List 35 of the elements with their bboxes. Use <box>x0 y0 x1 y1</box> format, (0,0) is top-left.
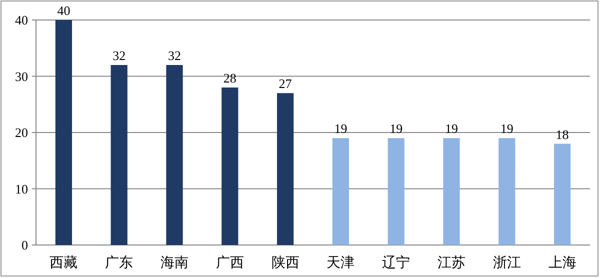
x-tick-label: 海南 <box>160 255 188 271</box>
x-tick-label: 西藏 <box>50 255 78 271</box>
x-tick-label: 浙江 <box>492 255 521 271</box>
x-tick-label: 陕西 <box>271 255 300 271</box>
bar <box>55 20 72 245</box>
bar <box>166 65 183 245</box>
x-tick-label: 天津 <box>326 255 355 271</box>
data-label: 19 <box>445 121 458 136</box>
data-label: 18 <box>556 126 569 142</box>
bar <box>443 138 460 245</box>
data-label: 19 <box>334 121 348 136</box>
data-label: 19 <box>390 121 403 136</box>
x-tick-label: 辽宁 <box>382 255 410 271</box>
x-tick-label: 江苏 <box>438 255 466 271</box>
data-label: 19 <box>500 121 514 136</box>
data-label: 40 <box>57 3 70 18</box>
data-label: 28 <box>223 70 236 86</box>
bar <box>332 138 350 245</box>
bar <box>222 88 238 245</box>
bar <box>388 138 404 245</box>
bar <box>554 144 571 245</box>
data-label: 32 <box>112 48 126 63</box>
bar <box>110 65 128 245</box>
x-tick-label: 广西 <box>216 255 244 271</box>
y-tick-label: 0 <box>22 238 28 252</box>
y-tick-label: 20 <box>15 125 28 140</box>
x-tick-label: 上海 <box>548 255 576 271</box>
data-label: 27 <box>278 76 292 92</box>
y-tick-label: 30 <box>15 68 28 84</box>
y-tick-label: 10 <box>15 181 28 196</box>
y-tick-label: 40 <box>15 12 28 28</box>
x-tick-label: 广东 <box>105 255 134 271</box>
bar <box>276 93 294 245</box>
data-label: 32 <box>168 48 181 63</box>
bar <box>498 138 516 245</box>
